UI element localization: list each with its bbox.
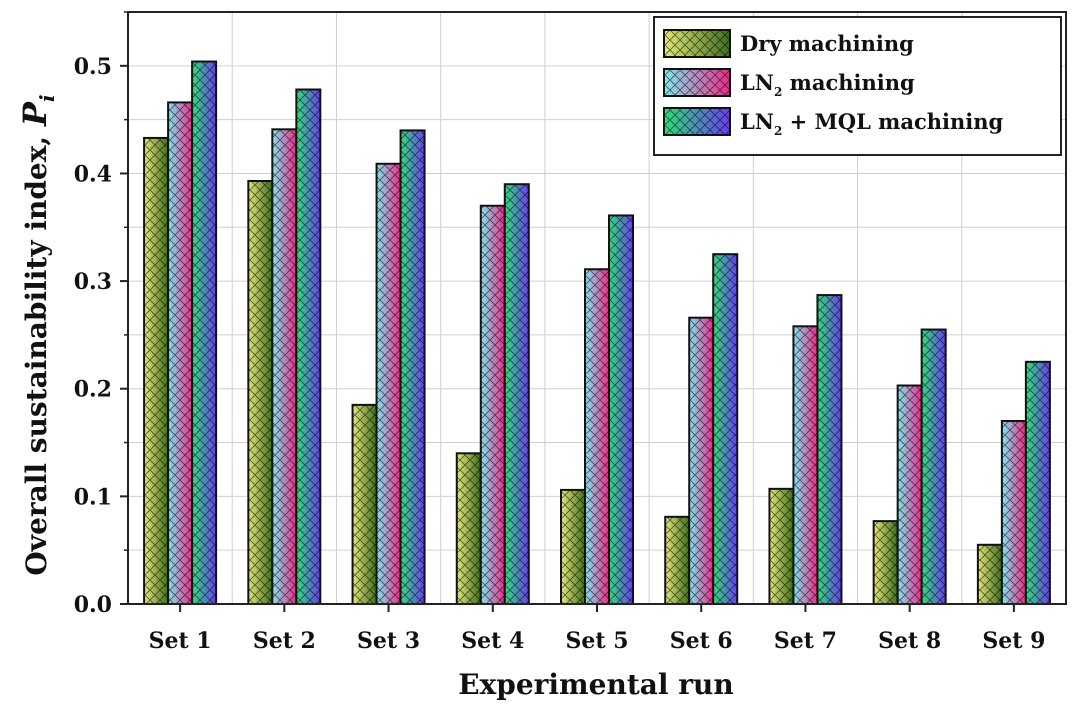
bar-ln2-machining-set-1 [167, 101, 194, 605]
x-tick-label: Set 9 [982, 628, 1045, 654]
legend-item: LN2 machining [663, 68, 915, 99]
bar-dry-machining-set-3 [351, 403, 378, 606]
bar-ln2-mql-machining-set-4 [503, 183, 530, 606]
bar-ln2-machining-set-9 [1000, 420, 1027, 605]
x-axis: Set 1 Set 2 Set 3 Set 4 Set 5 Set 6 Set 7 Set 8… [149, 604, 1045, 654]
y-tick-label: 0.0 [74, 592, 112, 618]
bar-ln2-mql-machining-set-2 [295, 88, 322, 606]
bar-dry-machining-set-8 [872, 520, 899, 605]
bar-ln2-machining-set-3 [375, 162, 402, 605]
bar-ln2-mql-machining-set-8 [920, 328, 947, 605]
bar-ln2-mql-machining-set-7 [816, 294, 843, 605]
x-axis-title: Experimental run [458, 668, 734, 701]
bar-ln2-mql-machining-set-9 [1024, 360, 1051, 605]
y-tick-label: 0.3 [74, 269, 112, 295]
bar-dry-machining-set-7 [768, 487, 795, 606]
legend-label: LN2 + MQL machining [740, 109, 1004, 138]
bar-ln2-mql-machining-set-3 [399, 129, 426, 605]
x-tick-label: Set 1 [149, 628, 212, 654]
y-tick-label: 0.2 [74, 377, 112, 403]
y-tick-label: 0.1 [74, 484, 112, 510]
bar-dry-machining-set-1 [143, 136, 170, 605]
bar-ln2-machining-set-8 [896, 384, 923, 605]
bar-ln2-mql-machining-set-1 [191, 60, 218, 605]
bar-dry-machining-set-2 [247, 179, 274, 605]
bar-ln2-machining-set-6 [688, 316, 715, 605]
bar-dry-machining-set-6 [664, 515, 691, 606]
y-tick-label: 0.4 [74, 161, 112, 187]
y-axis-title-text: Overall sustainability index, [20, 126, 53, 576]
x-tick-label: Set 3 [357, 628, 420, 654]
bar-ln2-mql-machining-set-5 [608, 214, 634, 605]
bar-ln2-machining-set-2 [271, 128, 298, 605]
bar-ln2-machining-set-5 [584, 268, 610, 605]
x-tick-label: Set 4 [461, 628, 524, 654]
legend-label: Dry machining [740, 31, 914, 56]
bar-ln2-machining-set-4 [479, 204, 506, 605]
legend: Dry machining LN2 machining LN2 + MQL mach… [653, 16, 1062, 156]
x-tick-label: Set 8 [878, 628, 941, 654]
x-tick-label: Set 6 [670, 628, 733, 654]
legend-item: LN2 + MQL machining [663, 107, 1004, 138]
legend-label: LN2 machining [740, 70, 915, 99]
y-axis-title-subscript: i [35, 94, 59, 102]
y-axis: 0.0 0.1 0.2 0.3 0.4 0.5 [74, 11, 128, 618]
legend-item: Dry machining [663, 29, 914, 58]
bar-dry-machining-set-5 [560, 488, 586, 605]
x-tick-label: Set 5 [565, 628, 628, 654]
y-axis-title: Overall sustainability index, Pi [16, 94, 59, 575]
bar-dry-machining-set-9 [976, 543, 1003, 605]
bar-ln2-machining-set-7 [792, 325, 819, 605]
bar-ln2-mql-machining-set-6 [712, 253, 739, 605]
x-tick-label: Set 2 [253, 628, 316, 654]
y-tick-label: 0.5 [74, 54, 112, 80]
x-tick-label: Set 7 [774, 628, 837, 654]
bar-dry-machining-set-4 [455, 452, 482, 605]
bars [143, 60, 1051, 606]
y-axis-title-symbol: P [16, 101, 54, 127]
